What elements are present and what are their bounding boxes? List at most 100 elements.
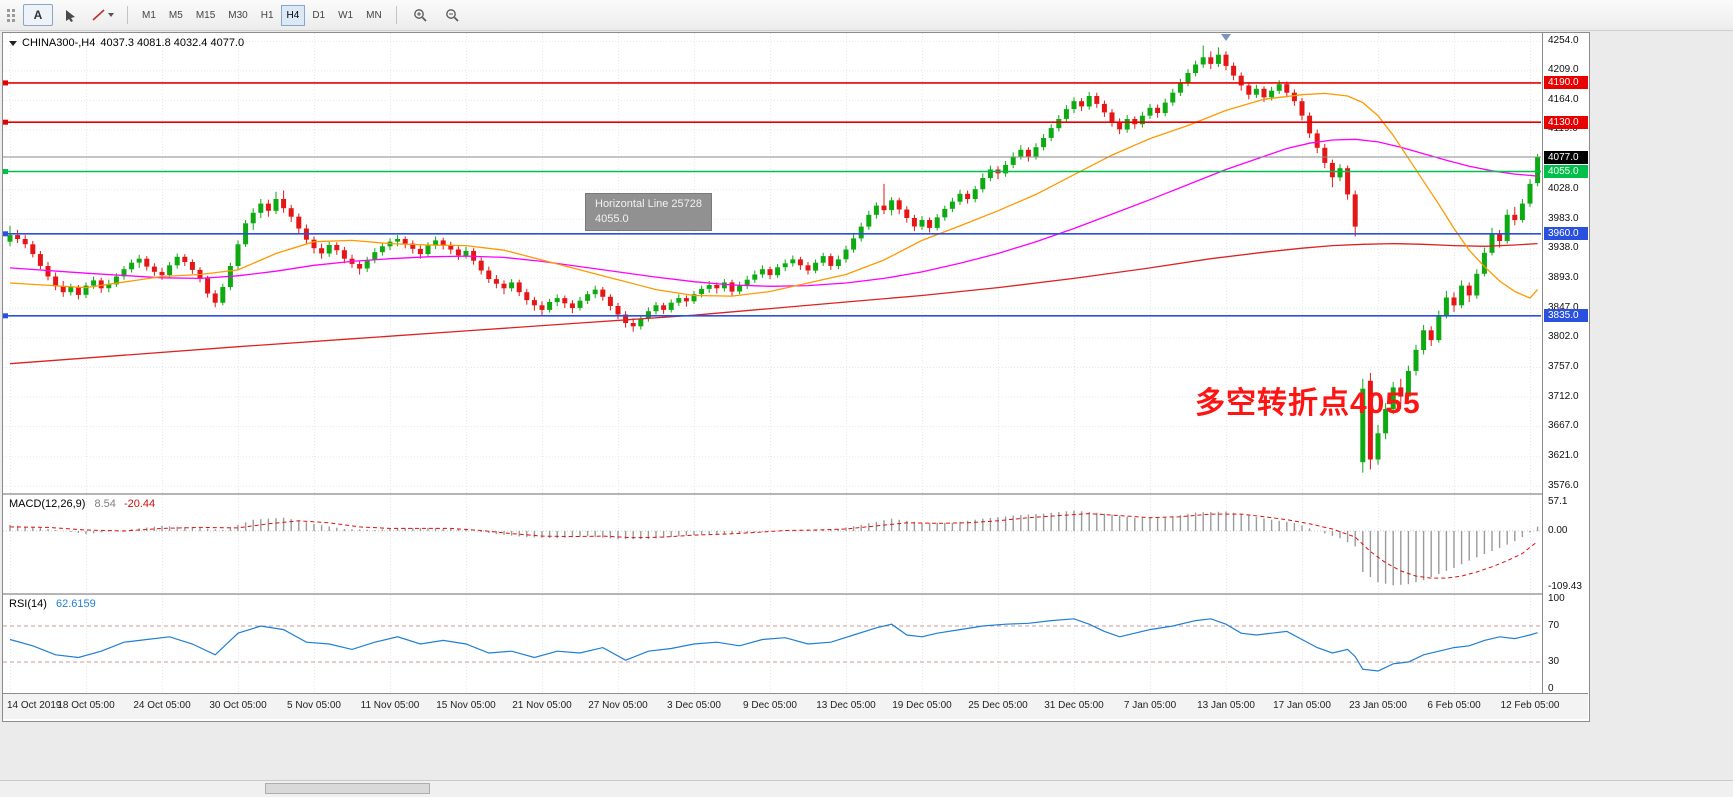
- zoom-out-button[interactable]: [437, 4, 467, 26]
- y-axis-label: 4254.0: [1548, 34, 1579, 46]
- price-pane-canvas[interactable]: [3, 33, 1541, 493]
- y-axis-label: 3847.0: [1548, 301, 1579, 313]
- macd-signal-line: [9, 513, 1538, 579]
- chart-text-annotation[interactable]: 多空转折点4055: [1195, 387, 1421, 420]
- y-axis-label: 3802.0: [1548, 331, 1579, 343]
- toolbar-grip-handle[interactable]: [7, 8, 15, 22]
- collapse-arrow-icon[interactable]: [9, 40, 17, 46]
- y-axis-label: 3983.0: [1548, 212, 1579, 224]
- timeframe-group: M1 M5 M15 M30 H1 H4 D1 W1 MN: [136, 4, 388, 26]
- time-axis[interactable]: 14 Oct 2019 18 Oct 05:00 24 Oct 05:00 30 Oc…: [3, 694, 1588, 719]
- pane-divider[interactable]: [3, 593, 1588, 595]
- time-axis-label: 23 Jan 05:00: [1349, 700, 1407, 711]
- grid: [10, 495, 1531, 593]
- chevron-down-icon: [108, 13, 114, 17]
- macd-signal-value: -20.44: [123, 498, 156, 510]
- y-axis-label: 4119.0: [1548, 123, 1578, 135]
- timeframe-h4[interactable]: H4: [280, 4, 306, 26]
- time-axis-label: 11 Nov 05:00: [360, 700, 420, 711]
- time-axis-label: 15 Nov 05:00: [436, 700, 496, 711]
- time-axis-label: 13 Dec 05:00: [816, 700, 876, 711]
- pane-divider[interactable]: [3, 493, 1588, 495]
- timeframe-m15[interactable]: M15: [195, 10, 216, 21]
- trendline-icon: [92, 9, 105, 21]
- zoom-in-button[interactable]: [405, 4, 435, 26]
- tooltip-line2: 4055.0: [595, 213, 629, 225]
- toolbar-separator: [127, 6, 128, 24]
- h-line-anchor[interactable]: [3, 231, 8, 237]
- rsi-axis-label: 0: [1548, 683, 1554, 694]
- rsi-axis-label: 30: [1548, 656, 1560, 667]
- slow-ma: [9, 242, 1538, 365]
- time-axis-label: 14 Oct 2019: [7, 700, 62, 711]
- macd-histogram: [9, 510, 1539, 586]
- time-axis-label: 12 Feb 05:00: [1500, 700, 1560, 711]
- y-axis-label: 3757.0: [1548, 361, 1579, 372]
- macd-axis-label: 0.00: [1548, 525, 1568, 536]
- price-axis[interactable]: 4254.0 4209.0 4164.0 4119.0 4028.0 3983.0 3938…: [1542, 33, 1588, 694]
- timeframe-w1[interactable]: W1: [338, 10, 354, 21]
- h-line-anchor[interactable]: [3, 169, 8, 174]
- rsi-line: [9, 618, 1538, 672]
- h-line-anchor[interactable]: [3, 80, 8, 86]
- timeframe-d1[interactable]: D1: [312, 10, 326, 21]
- y-axis-label: 4164.0: [1548, 93, 1579, 105]
- toolbar: A M1 M5 M15 M30 H1 H4 D1 W1 MN: [0, 0, 1733, 31]
- time-axis-label: 5 Nov 05:00: [287, 700, 341, 711]
- level-price-badge: 3960.0: [1544, 227, 1588, 241]
- current-price-badge: 4077.0: [1544, 150, 1588, 164]
- object-tooltip: Horizontal Line 25728 4055.0: [585, 193, 713, 231]
- level-price-badge: 4190.0: [1544, 76, 1588, 90]
- level-price-badge: 4130.0: [1544, 115, 1588, 129]
- rsi-pane-canvas[interactable]: [3, 595, 1541, 693]
- time-axis-label: 18 Oct 05:00: [57, 700, 115, 711]
- h-line-anchor[interactable]: [3, 119, 8, 125]
- macd-header: MACD(12,26,9) 8.54 -20.44: [9, 498, 155, 510]
- level-price-badge: 4055.0: [1544, 164, 1588, 178]
- chart-window: 4254.0 4209.0 4164.0 4119.0 4028.0 3983.0 3938…: [2, 32, 1590, 722]
- timeframe-m5[interactable]: M5: [168, 10, 183, 21]
- horizontal-scrollbar[interactable]: [0, 780, 1733, 797]
- price-pane: [3, 33, 1541, 493]
- symbol-period-label: CHINA300-,H4: [22, 37, 96, 49]
- h-line-anchor[interactable]: [3, 313, 8, 319]
- zoom-out-icon: [445, 9, 459, 22]
- y-axis-label: 3576.0: [1548, 479, 1579, 491]
- time-axis-label: 17 Jan 05:00: [1273, 700, 1331, 711]
- y-axis-label: 3893.0: [1548, 271, 1579, 283]
- grid: [10, 595, 1531, 693]
- line-tool-button[interactable]: [87, 4, 119, 26]
- timeframe-m1[interactable]: M1: [142, 10, 156, 21]
- time-axis-label: 13 Jan 05:00: [1197, 700, 1255, 711]
- time-axis-label: 19 Dec 05:00: [892, 700, 952, 711]
- level-price-badge: 3835.0: [1544, 309, 1588, 323]
- macd-label: MACD(12,26,9): [9, 498, 86, 510]
- macd-pane-canvas[interactable]: [3, 495, 1541, 593]
- time-axis-border: [3, 693, 1588, 694]
- mid-ma: [9, 138, 1538, 287]
- ohlc-values: 4037.3 4081.8 4032.4 4077.0: [100, 37, 245, 49]
- rsi-value: 62.6159: [55, 598, 96, 610]
- scrollbar-thumb[interactable]: [265, 783, 430, 794]
- time-axis-label: 24 Oct 05:00: [133, 700, 191, 711]
- y-axis-label: 3667.0: [1548, 420, 1579, 432]
- rsi-axis-label: 70: [1548, 620, 1560, 631]
- macd-pane: [3, 495, 1541, 593]
- timeframe-mn[interactable]: MN: [366, 10, 382, 21]
- cursor-tool-button[interactable]: [55, 4, 85, 26]
- y-axis-label: 4209.0: [1548, 64, 1579, 76]
- zoom-in-icon: [413, 9, 427, 22]
- text-tool-button[interactable]: A: [23, 4, 53, 26]
- time-axis-label: 30 Oct 05:00: [209, 700, 267, 711]
- time-axis-label: 9 Dec 05:00: [743, 700, 797, 711]
- timeframe-h1[interactable]: H1: [260, 10, 274, 21]
- macd-axis-label: 57.1: [1548, 495, 1568, 507]
- time-axis-label: 6 Feb 05:00: [1427, 700, 1481, 711]
- time-axis-label: 27 Nov 05:00: [588, 700, 648, 711]
- chart-shift-marker[interactable]: [1221, 34, 1231, 41]
- time-axis-label: 21 Nov 05:00: [512, 700, 572, 711]
- timeframe-m30[interactable]: M30: [228, 10, 248, 21]
- chart-title: CHINA300-,H4 4037.3 4081.8 4032.4 4077.0: [9, 37, 244, 49]
- macd-main-value: 8.54: [94, 498, 116, 510]
